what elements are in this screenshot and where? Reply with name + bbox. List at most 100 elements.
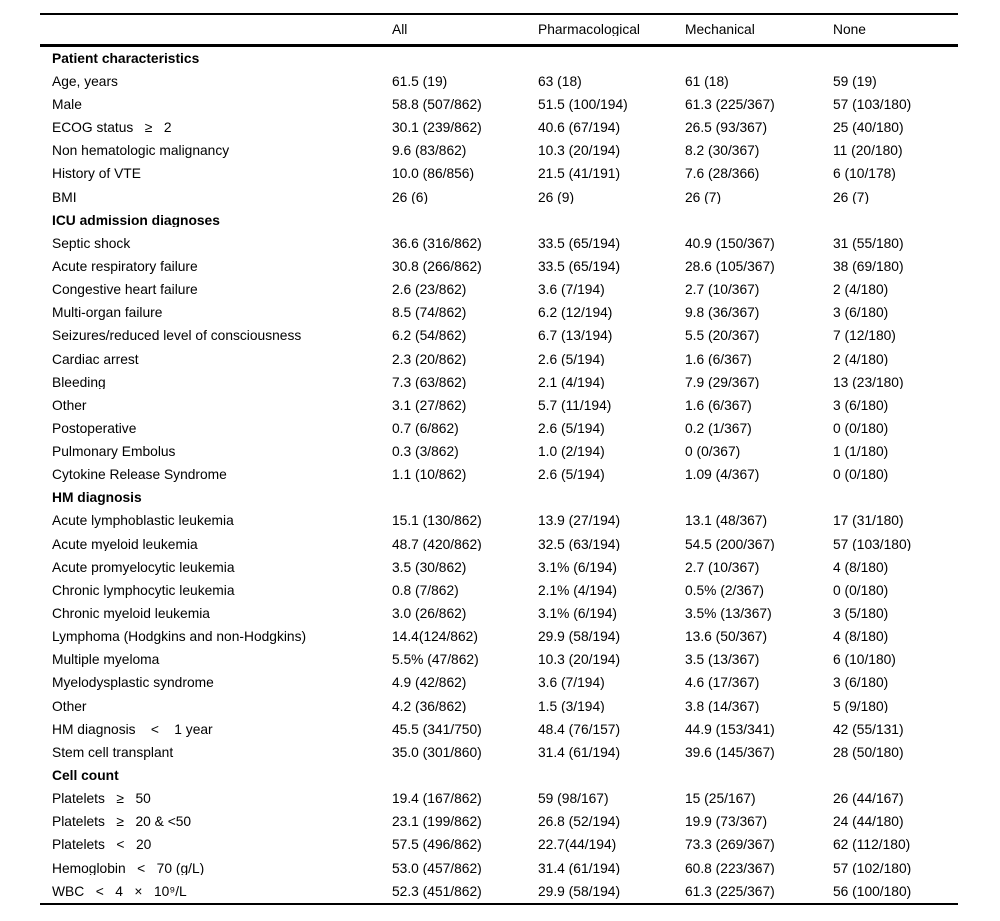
value-cell: 1 (1/180) bbox=[833, 445, 889, 459]
row-label: Stem cell transplant bbox=[52, 745, 174, 760]
value-cell: 2.1% (4/194) bbox=[538, 583, 617, 598]
row-label: Chronic myeloid leukemia bbox=[52, 607, 210, 621]
row-label: Acute myeloid leukemia bbox=[52, 537, 198, 552]
value-cell: 13.6 (50/367) bbox=[685, 630, 768, 644]
value-cell: 2.1 (4/194) bbox=[538, 375, 605, 390]
value-cell: 73.3 (269/367) bbox=[685, 838, 775, 853]
value-cell: 4 (8/180) bbox=[833, 560, 889, 575]
value-cell: 22.7(44/194) bbox=[538, 838, 617, 853]
value-cell: 9.8 (36/367) bbox=[685, 306, 760, 321]
row-label: Hemoglobin < 70 (g/L) bbox=[52, 861, 205, 876]
table-row: Age, years 61.5 (19) 63 (18) 61 (18) 59 (19) bbox=[40, 70, 958, 93]
value-cell: 62 (112/180) bbox=[833, 838, 911, 853]
value-cell: 39.6 (145/367) bbox=[685, 745, 775, 760]
value-cell: 6.2 (54/862) bbox=[392, 329, 467, 344]
table-row: Stem cell transplant 35.0 (301/860) 31.4 (… bbox=[40, 741, 958, 764]
value-cell: 29.9 (58/194) bbox=[538, 630, 621, 644]
value-cell: 60.8 (223/367) bbox=[685, 861, 775, 876]
value-cell: 38 (69/180) bbox=[833, 259, 904, 274]
value-cell: 4.6 (17/367) bbox=[685, 676, 760, 691]
section-header-row: Patient characteristics bbox=[40, 47, 958, 70]
table-row: Septic shock 36.6 (316/862) 33.5 (65/194) 4… bbox=[40, 232, 958, 255]
value-cell: 42 (55/131) bbox=[833, 722, 904, 737]
table-row: Acute lymphoblastic leukemia 15.1 (130/86… bbox=[40, 510, 958, 533]
row-label: Cytokine Release Syndrome bbox=[52, 468, 227, 482]
value-cell: 54.5 (200/367) bbox=[685, 537, 775, 552]
value-cell: 23.1 (199/862) bbox=[392, 815, 482, 830]
value-cell: 32.5 (63/194) bbox=[538, 537, 621, 552]
table-row: Multiple myeloma 5.5% (47/862) 10.3 (20/19… bbox=[40, 649, 958, 672]
table-row: Cardiac arrest 2.3 (20/862) 2.6 (5/194) 1.6… bbox=[40, 348, 958, 371]
value-cell: 26 (7) bbox=[685, 190, 722, 205]
row-label: History of VTE bbox=[52, 167, 141, 182]
value-cell: 25 (40/180) bbox=[833, 121, 904, 135]
value-cell: 0 (0/180) bbox=[833, 583, 889, 598]
table-row: Platelets ≥ 20 & <50 23.1 (199/862) 26.8 (… bbox=[40, 811, 958, 834]
value-cell: 40.6 (67/194) bbox=[538, 121, 621, 135]
section-header-label: HM diagnosis bbox=[52, 491, 142, 506]
value-cell: 2.6 (5/194) bbox=[538, 421, 605, 436]
value-cell: 13 (23/180) bbox=[833, 375, 904, 390]
table-row: HM diagnosis < 1 year 45.5 (341/750) 48.4 … bbox=[40, 718, 958, 741]
table-row: History of VTE 10.0 (86/856) 21.5 (41/191)… bbox=[40, 163, 958, 186]
value-cell: 52.3 (451/862) bbox=[392, 884, 482, 899]
value-cell: 3.5 (13/367) bbox=[685, 653, 760, 668]
value-cell: 1.6 (6/367) bbox=[685, 352, 752, 367]
row-label: Bleeding bbox=[52, 375, 106, 390]
value-cell: 0.3 (3/862) bbox=[392, 445, 459, 459]
row-label: Multiple myeloma bbox=[52, 653, 160, 668]
table-row: Postoperative 0.7 (6/862) 2.6 (5/194) 0.2 (… bbox=[40, 417, 958, 440]
table-row: Platelets < 20 57.5 (496/862) 22.7(44/194)… bbox=[40, 834, 958, 857]
value-cell: 3.8 (14/367) bbox=[685, 699, 760, 714]
table-row: Seizures/reduced level of consciousness 6… bbox=[40, 325, 958, 348]
row-label: Myelodysplastic syndrome bbox=[52, 676, 214, 691]
table-row: Acute respiratory failure 30.8 (266/862) 3… bbox=[40, 255, 958, 278]
value-cell: 63 (18) bbox=[538, 74, 582, 89]
value-cell: 31.4 (61/194) bbox=[538, 861, 621, 876]
value-cell: 15.1 (130/862) bbox=[392, 514, 482, 529]
value-cell: 2.7 (10/367) bbox=[685, 560, 760, 575]
row-label: Other bbox=[52, 699, 87, 714]
value-cell: 4 (8/180) bbox=[833, 630, 889, 644]
row-label: Platelets ≥ 20 & <50 bbox=[52, 815, 192, 830]
value-cell: 26 (9) bbox=[538, 190, 575, 205]
value-cell: 31.4 (61/194) bbox=[538, 745, 621, 760]
value-cell: 57.5 (496/862) bbox=[392, 838, 482, 853]
row-label: Platelets < 20 bbox=[52, 838, 152, 853]
value-cell: 5.5% (47/862) bbox=[392, 653, 479, 668]
value-cell: 10.3 (20/194) bbox=[538, 144, 621, 159]
table-row: Hemoglobin < 70 (g/L) 53.0 (457/862) 31.4 … bbox=[40, 857, 958, 880]
value-cell: 4.2 (36/862) bbox=[392, 699, 467, 714]
column-header-none: None bbox=[833, 22, 866, 37]
table-row: Bleeding 7.3 (63/862) 2.1 (4/194) 7.9 (29/3… bbox=[40, 371, 958, 394]
value-cell: 2.6 (23/862) bbox=[392, 283, 467, 297]
value-cell: 3.0 (26/862) bbox=[392, 607, 467, 621]
table-row: Non hematologic malignancy 9.6 (83/862) 10… bbox=[40, 140, 958, 163]
section-header-row: Cell count bbox=[40, 764, 958, 787]
table-row: BMI 26 (6) 26 (9) 26 (7) 26 (7) bbox=[40, 186, 958, 209]
value-cell: 3 (6/180) bbox=[833, 676, 889, 691]
row-label: Other bbox=[52, 398, 87, 413]
section-header-label: Patient characteristics bbox=[52, 51, 200, 66]
value-cell: 2.6 (5/194) bbox=[538, 352, 605, 367]
table-row: ECOG status ≥ 2 30.1 (239/862) 40.6 (67/19… bbox=[40, 116, 958, 139]
value-cell: 24 (44/180) bbox=[833, 815, 904, 830]
value-cell: 26 (6) bbox=[392, 190, 429, 205]
column-header-pharmacological: Pharmacological bbox=[538, 22, 640, 37]
row-label: Congestive heart failure bbox=[52, 283, 198, 297]
value-cell: 5.5 (20/367) bbox=[685, 329, 760, 344]
value-cell: 8.2 (30/367) bbox=[685, 144, 760, 159]
value-cell: 6 (10/180) bbox=[833, 653, 896, 668]
value-cell: 44.9 (153/341) bbox=[685, 722, 775, 737]
value-cell: 53.0 (457/862) bbox=[392, 861, 482, 876]
value-cell: 57 (103/180) bbox=[833, 537, 912, 552]
value-cell: 26.8 (52/194) bbox=[538, 815, 621, 830]
value-cell: 19.4 (167/862) bbox=[392, 792, 482, 806]
row-label: BMI bbox=[52, 190, 77, 205]
value-cell: 33.5 (65/194) bbox=[538, 259, 621, 274]
table-row: Acute promyelocytic leukemia 3.5 (30/862)… bbox=[40, 556, 958, 579]
value-cell: 33.5 (65/194) bbox=[538, 236, 621, 251]
value-cell: 1.5 (3/194) bbox=[538, 699, 605, 714]
value-cell: 8.5 (74/862) bbox=[392, 306, 467, 321]
